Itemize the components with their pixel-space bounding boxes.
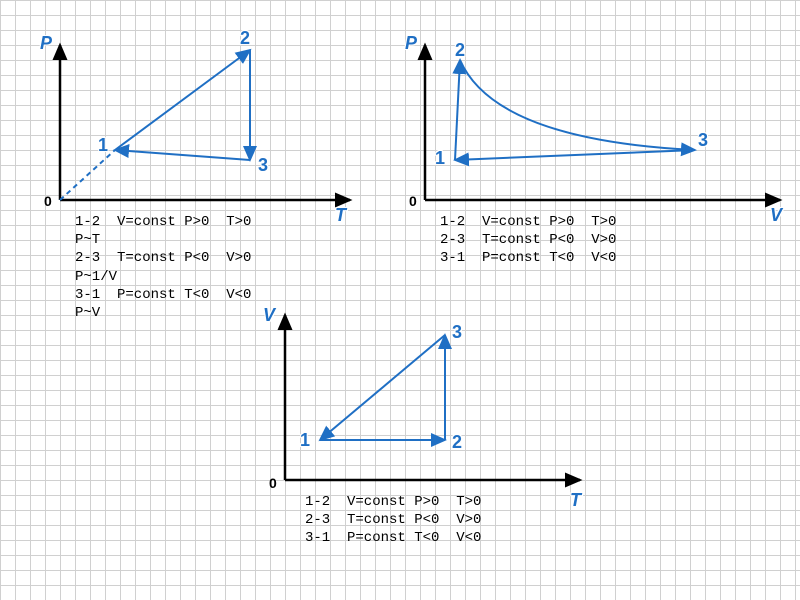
pt-ylabel: P [40, 33, 52, 54]
vt-point-1: 1 [300, 430, 310, 451]
pv-point-2: 2 [455, 40, 465, 61]
pt-description: 1-2 V=const P>0 T>0 P~T 2-3 T=const P<0 … [75, 213, 251, 322]
vt-point-3: 3 [452, 322, 462, 343]
pt-point-1: 1 [98, 135, 108, 156]
pv-xlabel: V [770, 205, 782, 226]
vt-description: 1-2 V=const P>0 T>0 2-3 T=const P<0 V>0 … [305, 493, 481, 548]
vt-origin: 0 [269, 475, 277, 491]
vt-point-2: 2 [452, 432, 462, 453]
pt-xlabel: T [335, 205, 346, 226]
pt-point-3: 3 [258, 155, 268, 176]
pt-point-2: 2 [240, 28, 250, 49]
pv-point-3: 3 [698, 130, 708, 151]
vt-ylabel: V [263, 305, 275, 326]
pv-origin: 0 [409, 193, 417, 209]
pv-ylabel: P [405, 33, 417, 54]
vt-xlabel: T [570, 490, 581, 511]
pv-description: 1-2 V=const P>0 T>0 2-3 T=const P<0 V>0 … [440, 213, 616, 268]
pv-point-1: 1 [435, 148, 445, 169]
pt-origin: 0 [44, 193, 52, 209]
